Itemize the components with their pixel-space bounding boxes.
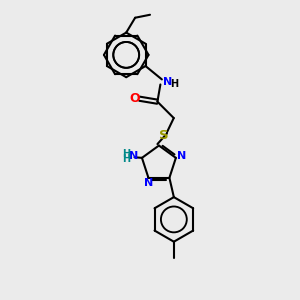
Text: S: S: [158, 129, 168, 142]
Text: H: H: [122, 149, 130, 159]
Text: N: N: [129, 152, 138, 161]
Text: H: H: [122, 154, 130, 164]
Text: O: O: [129, 92, 140, 105]
Text: N: N: [144, 178, 154, 188]
Text: N: N: [177, 152, 186, 161]
Text: H: H: [170, 80, 178, 89]
Text: N: N: [163, 77, 172, 87]
